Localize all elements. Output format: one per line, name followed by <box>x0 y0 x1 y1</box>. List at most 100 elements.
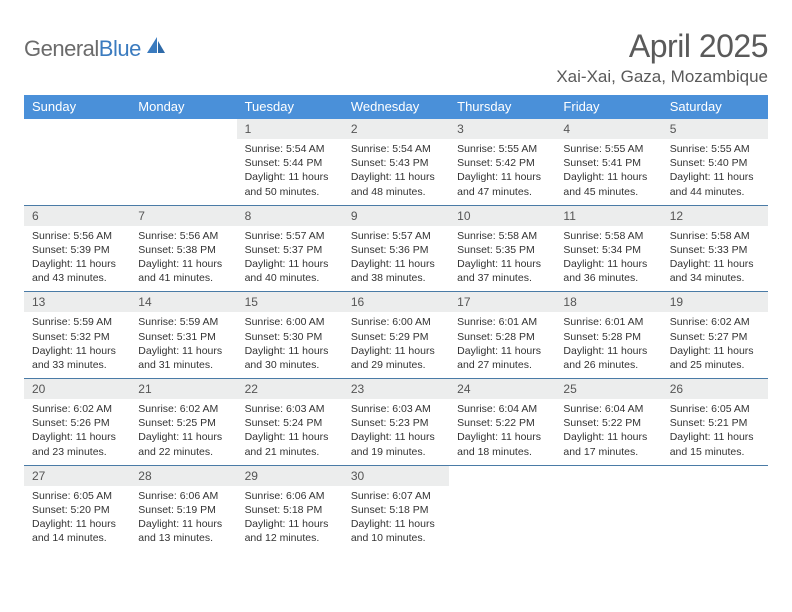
title-block: April 2025 Xai-Xai, Gaza, Mozambique <box>556 28 768 87</box>
calendar-cell <box>24 119 130 205</box>
weekday-header-cell: Tuesday <box>237 95 343 119</box>
calendar-cell: 5Sunrise: 5:55 AMSunset: 5:40 PMDaylight… <box>662 119 768 205</box>
logo: GeneralBlue <box>24 28 167 62</box>
day-detail: Sunrise: 5:59 AMSunset: 5:32 PMDaylight:… <box>24 312 130 378</box>
day-number: 17 <box>449 292 555 312</box>
calendar-cell: 28Sunrise: 6:06 AMSunset: 5:19 PMDayligh… <box>130 466 236 552</box>
weekday-header: SundayMondayTuesdayWednesdayThursdayFrid… <box>24 95 768 119</box>
calendar-cell: 18Sunrise: 6:01 AMSunset: 5:28 PMDayligh… <box>555 292 661 378</box>
calendar-cell: 19Sunrise: 6:02 AMSunset: 5:27 PMDayligh… <box>662 292 768 378</box>
day-detail: Sunrise: 6:06 AMSunset: 5:19 PMDaylight:… <box>130 486 236 552</box>
weekday-header-cell: Sunday <box>24 95 130 119</box>
day-number: 3 <box>449 119 555 139</box>
day-detail: Sunrise: 6:05 AMSunset: 5:21 PMDaylight:… <box>662 399 768 465</box>
week-row: 1Sunrise: 5:54 AMSunset: 5:44 PMDaylight… <box>24 119 768 206</box>
weekday-header-cell: Saturday <box>662 95 768 119</box>
day-number: 13 <box>24 292 130 312</box>
calendar-cell: 24Sunrise: 6:04 AMSunset: 5:22 PMDayligh… <box>449 379 555 465</box>
day-detail: Sunrise: 5:54 AMSunset: 5:44 PMDaylight:… <box>237 139 343 205</box>
day-detail: Sunrise: 6:04 AMSunset: 5:22 PMDaylight:… <box>449 399 555 465</box>
day-number: 25 <box>555 379 661 399</box>
day-detail: Sunrise: 6:02 AMSunset: 5:26 PMDaylight:… <box>24 399 130 465</box>
calendar-cell: 16Sunrise: 6:00 AMSunset: 5:29 PMDayligh… <box>343 292 449 378</box>
calendar-page: GeneralBlue April 2025 Xai-Xai, Gaza, Mo… <box>0 0 792 571</box>
day-detail: Sunrise: 5:54 AMSunset: 5:43 PMDaylight:… <box>343 139 449 205</box>
day-number: 24 <box>449 379 555 399</box>
calendar-cell: 3Sunrise: 5:55 AMSunset: 5:42 PMDaylight… <box>449 119 555 205</box>
day-detail: Sunrise: 5:55 AMSunset: 5:40 PMDaylight:… <box>662 139 768 205</box>
day-detail: Sunrise: 5:58 AMSunset: 5:34 PMDaylight:… <box>555 226 661 292</box>
day-number: 16 <box>343 292 449 312</box>
day-detail: Sunrise: 6:02 AMSunset: 5:25 PMDaylight:… <box>130 399 236 465</box>
sail-icon <box>145 35 167 60</box>
location-text: Xai-Xai, Gaza, Mozambique <box>556 67 768 87</box>
calendar: SundayMondayTuesdayWednesdayThursdayFrid… <box>24 95 768 551</box>
calendar-cell <box>555 466 661 552</box>
day-detail: Sunrise: 6:00 AMSunset: 5:29 PMDaylight:… <box>343 312 449 378</box>
calendar-cell: 8Sunrise: 5:57 AMSunset: 5:37 PMDaylight… <box>237 206 343 292</box>
month-title: April 2025 <box>556 28 768 65</box>
calendar-cell: 12Sunrise: 5:58 AMSunset: 5:33 PMDayligh… <box>662 206 768 292</box>
day-number: 23 <box>343 379 449 399</box>
day-number: 12 <box>662 206 768 226</box>
day-detail: Sunrise: 6:02 AMSunset: 5:27 PMDaylight:… <box>662 312 768 378</box>
calendar-cell: 10Sunrise: 5:58 AMSunset: 5:35 PMDayligh… <box>449 206 555 292</box>
calendar-cell: 20Sunrise: 6:02 AMSunset: 5:26 PMDayligh… <box>24 379 130 465</box>
weekday-header-cell: Thursday <box>449 95 555 119</box>
week-row: 6Sunrise: 5:56 AMSunset: 5:39 PMDaylight… <box>24 206 768 293</box>
day-detail: Sunrise: 6:06 AMSunset: 5:18 PMDaylight:… <box>237 486 343 552</box>
day-detail: Sunrise: 5:57 AMSunset: 5:36 PMDaylight:… <box>343 226 449 292</box>
day-number: 7 <box>130 206 236 226</box>
day-detail: Sunrise: 6:01 AMSunset: 5:28 PMDaylight:… <box>449 312 555 378</box>
day-number: 21 <box>130 379 236 399</box>
calendar-cell: 1Sunrise: 5:54 AMSunset: 5:44 PMDaylight… <box>237 119 343 205</box>
day-detail: Sunrise: 5:58 AMSunset: 5:35 PMDaylight:… <box>449 226 555 292</box>
day-number: 27 <box>24 466 130 486</box>
day-number: 18 <box>555 292 661 312</box>
day-detail: Sunrise: 6:05 AMSunset: 5:20 PMDaylight:… <box>24 486 130 552</box>
week-row: 27Sunrise: 6:05 AMSunset: 5:20 PMDayligh… <box>24 466 768 552</box>
calendar-cell: 23Sunrise: 6:03 AMSunset: 5:23 PMDayligh… <box>343 379 449 465</box>
weekday-header-cell: Friday <box>555 95 661 119</box>
day-number: 11 <box>555 206 661 226</box>
header: GeneralBlue April 2025 Xai-Xai, Gaza, Mo… <box>24 28 768 87</box>
day-detail: Sunrise: 5:55 AMSunset: 5:41 PMDaylight:… <box>555 139 661 205</box>
weeks-container: 1Sunrise: 5:54 AMSunset: 5:44 PMDaylight… <box>24 119 768 551</box>
day-number: 8 <box>237 206 343 226</box>
calendar-cell: 25Sunrise: 6:04 AMSunset: 5:22 PMDayligh… <box>555 379 661 465</box>
day-detail: Sunrise: 6:03 AMSunset: 5:24 PMDaylight:… <box>237 399 343 465</box>
day-number: 10 <box>449 206 555 226</box>
calendar-cell: 4Sunrise: 5:55 AMSunset: 5:41 PMDaylight… <box>555 119 661 205</box>
calendar-cell <box>449 466 555 552</box>
week-row: 13Sunrise: 5:59 AMSunset: 5:32 PMDayligh… <box>24 292 768 379</box>
day-number: 26 <box>662 379 768 399</box>
day-number: 19 <box>662 292 768 312</box>
calendar-cell: 27Sunrise: 6:05 AMSunset: 5:20 PMDayligh… <box>24 466 130 552</box>
day-number: 2 <box>343 119 449 139</box>
weekday-header-cell: Monday <box>130 95 236 119</box>
day-detail: Sunrise: 6:07 AMSunset: 5:18 PMDaylight:… <box>343 486 449 552</box>
calendar-cell: 7Sunrise: 5:56 AMSunset: 5:38 PMDaylight… <box>130 206 236 292</box>
day-number: 20 <box>24 379 130 399</box>
calendar-cell: 26Sunrise: 6:05 AMSunset: 5:21 PMDayligh… <box>662 379 768 465</box>
calendar-cell: 9Sunrise: 5:57 AMSunset: 5:36 PMDaylight… <box>343 206 449 292</box>
calendar-cell <box>662 466 768 552</box>
day-detail: Sunrise: 5:59 AMSunset: 5:31 PMDaylight:… <box>130 312 236 378</box>
day-detail: Sunrise: 5:57 AMSunset: 5:37 PMDaylight:… <box>237 226 343 292</box>
calendar-cell: 22Sunrise: 6:03 AMSunset: 5:24 PMDayligh… <box>237 379 343 465</box>
day-detail: Sunrise: 5:56 AMSunset: 5:38 PMDaylight:… <box>130 226 236 292</box>
calendar-cell: 13Sunrise: 5:59 AMSunset: 5:32 PMDayligh… <box>24 292 130 378</box>
calendar-cell: 15Sunrise: 6:00 AMSunset: 5:30 PMDayligh… <box>237 292 343 378</box>
week-row: 20Sunrise: 6:02 AMSunset: 5:26 PMDayligh… <box>24 379 768 466</box>
day-number: 5 <box>662 119 768 139</box>
day-number: 6 <box>24 206 130 226</box>
day-number: 4 <box>555 119 661 139</box>
day-number: 15 <box>237 292 343 312</box>
logo-blue: Blue <box>99 36 141 61</box>
day-detail: Sunrise: 5:56 AMSunset: 5:39 PMDaylight:… <box>24 226 130 292</box>
day-detail: Sunrise: 6:00 AMSunset: 5:30 PMDaylight:… <box>237 312 343 378</box>
calendar-cell: 6Sunrise: 5:56 AMSunset: 5:39 PMDaylight… <box>24 206 130 292</box>
calendar-cell: 29Sunrise: 6:06 AMSunset: 5:18 PMDayligh… <box>237 466 343 552</box>
day-number: 22 <box>237 379 343 399</box>
calendar-cell: 2Sunrise: 5:54 AMSunset: 5:43 PMDaylight… <box>343 119 449 205</box>
